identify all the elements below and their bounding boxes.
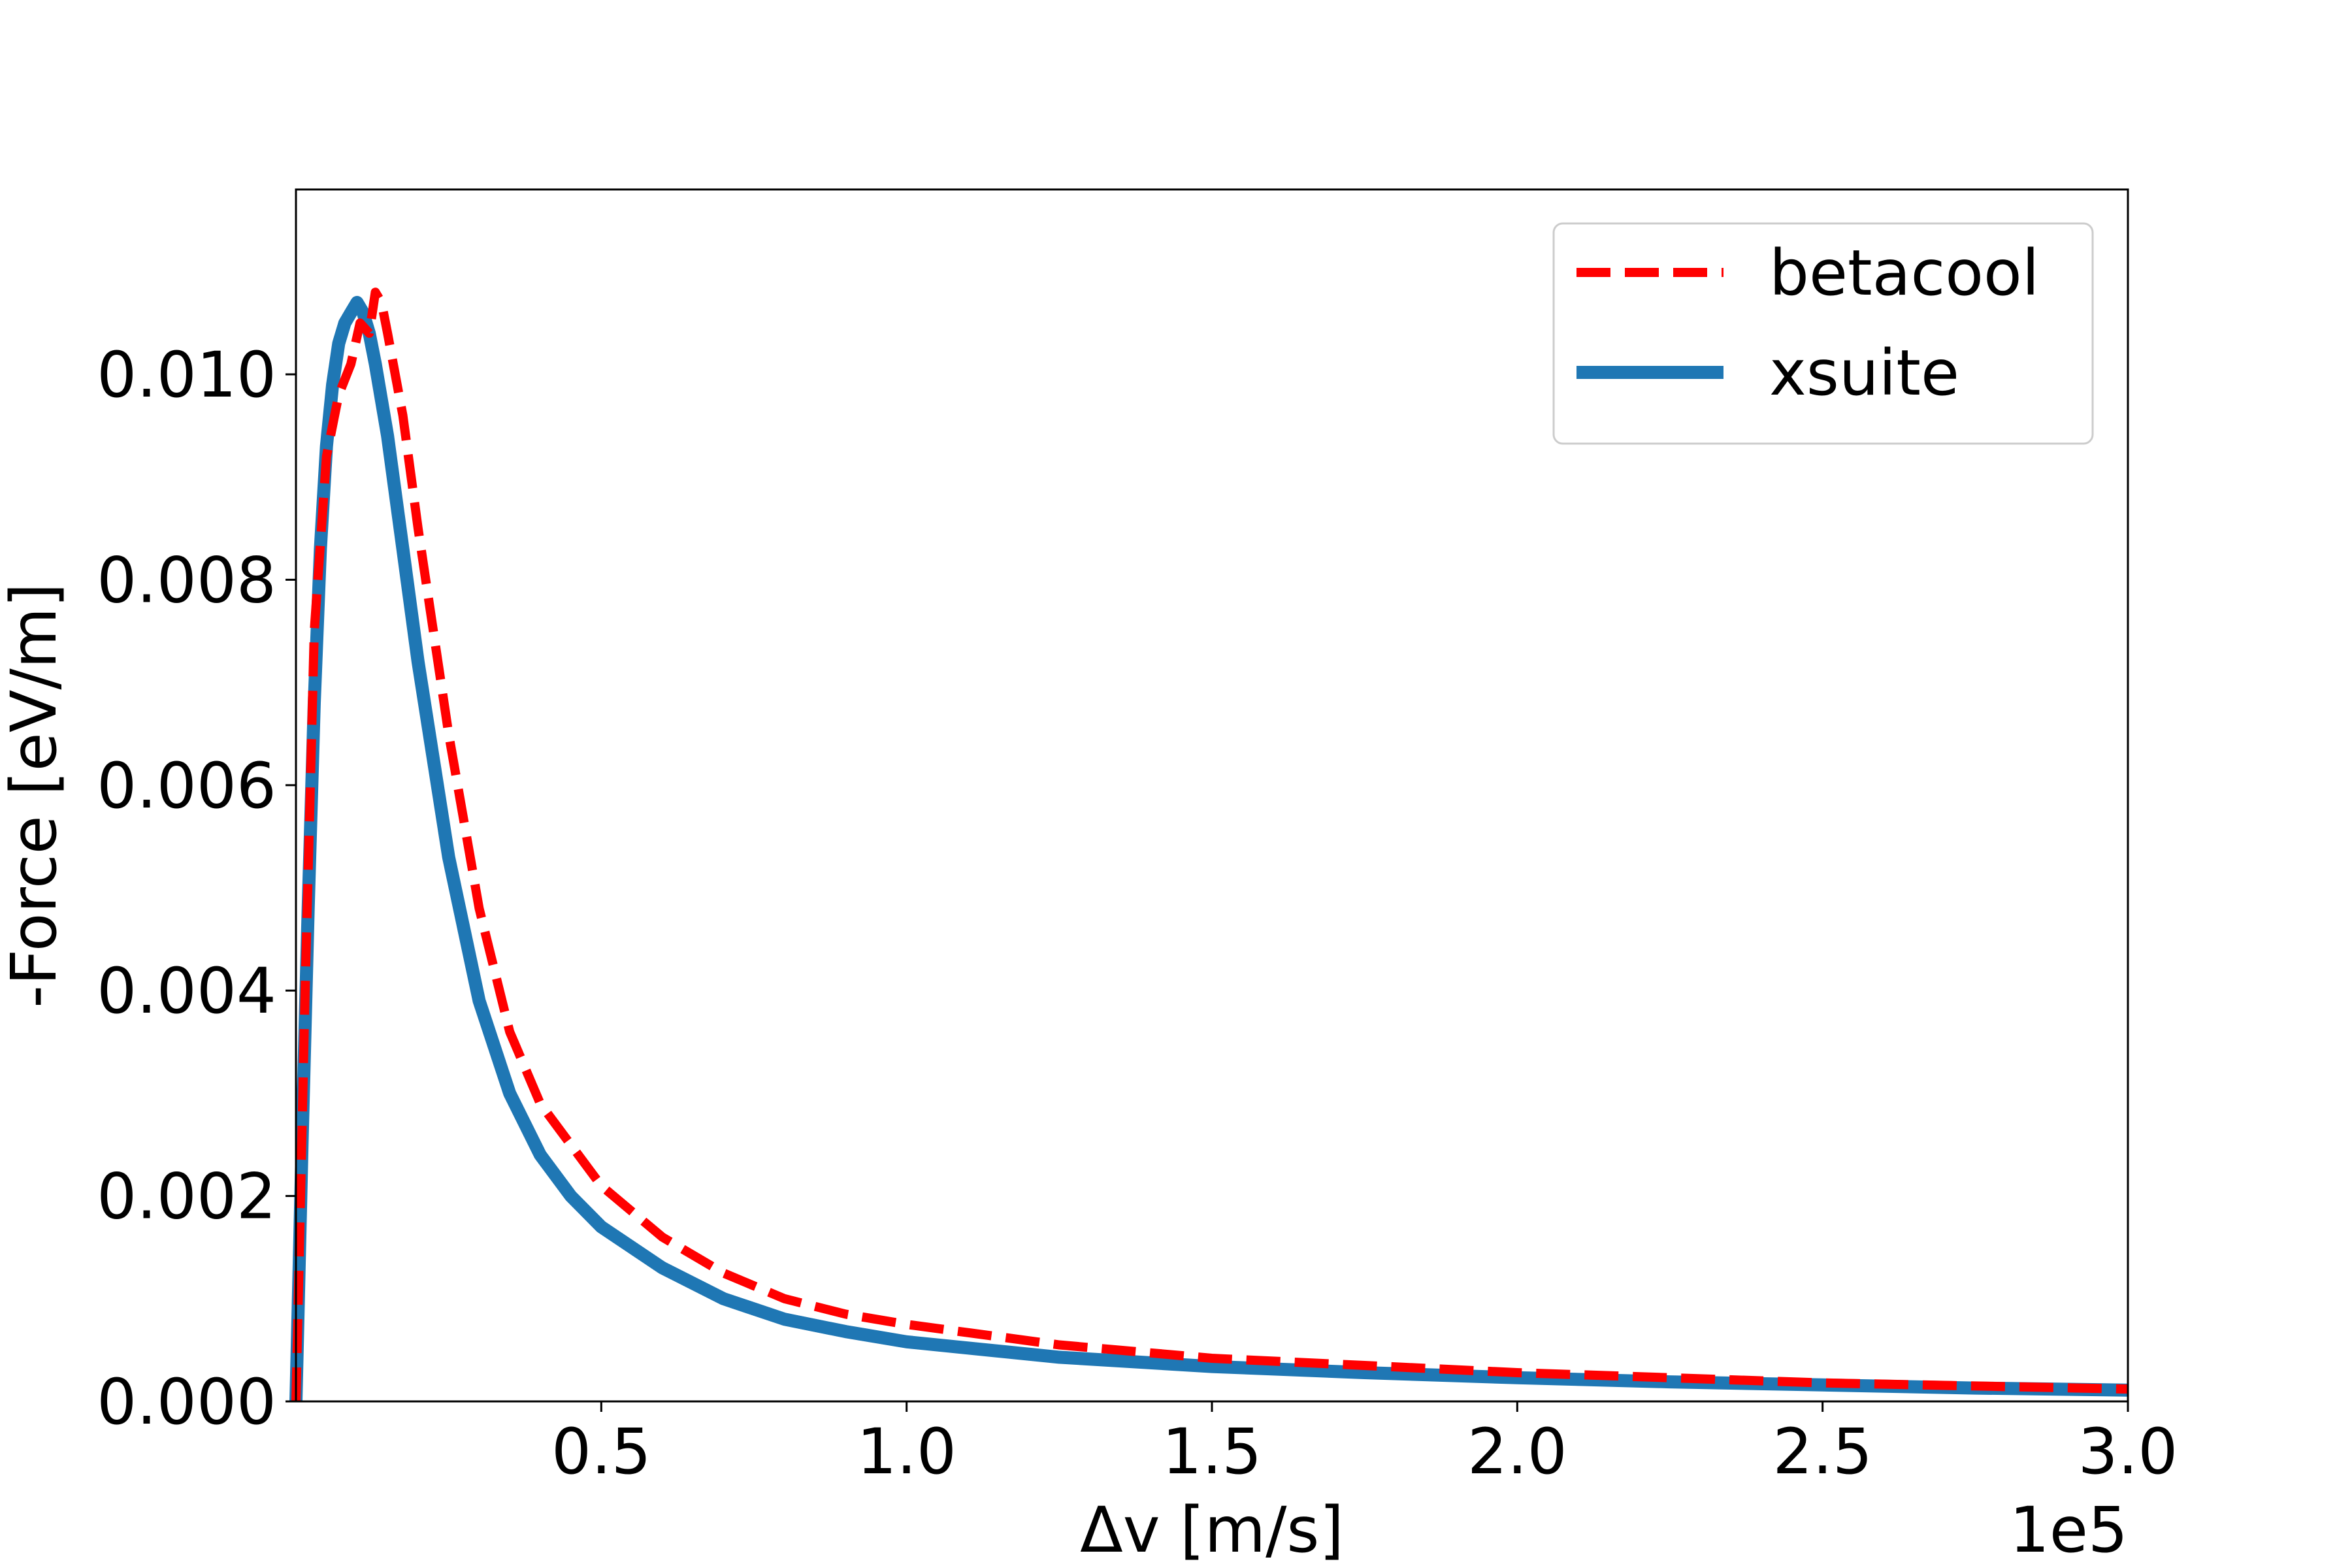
y-tick-label: 0.008 [97, 544, 276, 617]
legend: betacool xsuite [1552, 222, 2094, 445]
series-lines [289, 287, 2129, 1402]
legend-box [1552, 222, 2094, 445]
y-axis: 0.000 0.002 0.004 0.006 0.008 0.010 [97, 338, 296, 1439]
x-axis-label: Δv [m/s] [1080, 1494, 1344, 1567]
x-tick-label: 1.5 [1162, 1415, 1262, 1488]
y-axis-label: -Force [eV/m] [0, 583, 71, 1007]
x-axis: 0.5 1.0 1.5 2.0 2.5 3.0 [551, 1401, 2178, 1488]
x-tick-label: 3.0 [2078, 1415, 2178, 1488]
y-tick-label: 0.004 [97, 955, 276, 1028]
y-tick-label: 0.002 [97, 1160, 276, 1233]
x-tick-label: 2.0 [1467, 1415, 1567, 1488]
x-axis-offset-label: 1e5 [2010, 1494, 2128, 1567]
legend-label-betacool: betacool [1769, 237, 2039, 310]
series-line-betacool [291, 287, 2129, 1402]
x-tick-label: 2.5 [1772, 1415, 1872, 1488]
y-tick-label: 0.010 [97, 338, 276, 412]
legend-label-xsuite: xsuite [1769, 336, 1959, 410]
series-line-xsuite [289, 295, 2129, 1402]
y-tick-label: 0.006 [97, 749, 276, 823]
x-tick-label: 0.5 [551, 1415, 651, 1488]
x-tick-label: 1.0 [857, 1415, 956, 1488]
y-tick-label: 0.000 [97, 1365, 276, 1439]
